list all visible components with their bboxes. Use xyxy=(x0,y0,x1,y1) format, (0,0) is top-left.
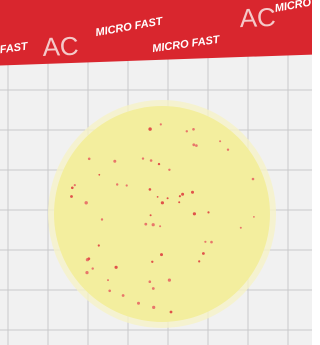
colony xyxy=(219,140,221,142)
colony xyxy=(71,187,74,190)
colony xyxy=(158,163,160,165)
colony xyxy=(252,178,255,181)
colony xyxy=(126,184,128,186)
colony xyxy=(168,279,171,282)
colony xyxy=(191,191,194,194)
code-text: AC xyxy=(239,2,276,33)
colony xyxy=(74,184,76,186)
colony xyxy=(186,130,188,132)
colony xyxy=(101,218,103,220)
colony xyxy=(207,211,209,213)
colony xyxy=(168,169,170,171)
colony xyxy=(142,157,144,159)
colony xyxy=(148,127,151,130)
colony xyxy=(152,287,155,290)
colony xyxy=(92,267,94,269)
colony xyxy=(157,196,159,198)
colony xyxy=(161,201,164,204)
colony xyxy=(160,253,163,256)
colony xyxy=(170,311,173,314)
colony xyxy=(122,294,125,297)
colony xyxy=(198,260,200,262)
colony xyxy=(253,216,255,218)
colony xyxy=(227,149,229,151)
colony xyxy=(151,261,153,263)
colony xyxy=(181,193,184,196)
colony xyxy=(85,201,88,204)
colony xyxy=(116,183,118,185)
code-text: AC xyxy=(42,31,79,62)
colony xyxy=(195,144,198,147)
colony xyxy=(87,257,90,260)
colony xyxy=(85,271,88,274)
colony xyxy=(152,223,155,226)
colony xyxy=(202,252,205,255)
colony xyxy=(144,223,147,226)
colony xyxy=(98,174,100,176)
colony xyxy=(152,306,155,309)
colony xyxy=(149,280,152,283)
colony xyxy=(159,225,161,227)
colony xyxy=(210,241,213,244)
colony xyxy=(192,143,195,146)
growth-area xyxy=(54,106,270,322)
colony xyxy=(204,241,206,243)
colony xyxy=(149,188,152,191)
colony xyxy=(240,227,242,229)
colony xyxy=(193,212,196,215)
colony xyxy=(98,244,100,246)
colony xyxy=(160,123,162,125)
colony xyxy=(70,195,73,198)
colony xyxy=(137,302,140,305)
colony xyxy=(108,290,111,293)
colony xyxy=(150,159,153,162)
colony xyxy=(150,214,152,216)
page: AC MICRO FAST MICRO FAST AC MICRO FAST M… xyxy=(0,0,312,345)
colony xyxy=(107,279,109,281)
colony xyxy=(113,160,116,163)
colony xyxy=(179,195,181,197)
colony xyxy=(88,158,91,161)
colony xyxy=(178,201,180,203)
colony xyxy=(192,128,195,131)
petri-film-photo: AC MICRO FAST MICRO FAST AC MICRO FAST M… xyxy=(0,0,312,345)
colony xyxy=(115,266,118,269)
colony xyxy=(167,197,169,199)
